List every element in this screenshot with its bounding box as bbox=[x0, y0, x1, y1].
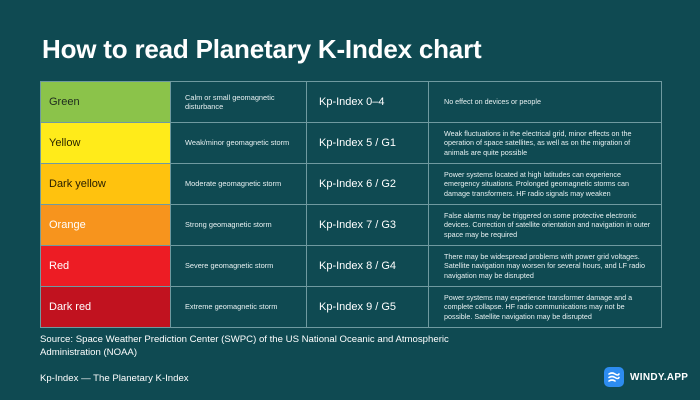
kp-index-cell: Kp-Index 9 / G5 bbox=[306, 286, 429, 328]
brand-name: WINDY.APP bbox=[630, 371, 689, 383]
color-swatch-cell: Red bbox=[40, 245, 171, 287]
effect-cell: There may be widespread problems with po… bbox=[428, 245, 662, 287]
page-title: How to read Planetary K-Index chart bbox=[42, 34, 482, 64]
kp-index-cell: Kp-Index 0–4 bbox=[306, 81, 429, 123]
storm-description-cell: Moderate geomagnetic storm bbox=[170, 163, 307, 205]
effect-cell: Weak fluctuations in the electrical grid… bbox=[428, 122, 662, 164]
color-swatch-cell: Green bbox=[40, 81, 171, 123]
kp-index-cell: Kp-Index 6 / G2 bbox=[306, 163, 429, 205]
footer-note: Kp-Index — The Planetary K-Index bbox=[40, 373, 189, 384]
brand: WINDY.APP bbox=[604, 367, 688, 387]
storm-description-cell: Calm or small geomagnetic disturbance bbox=[170, 81, 307, 123]
color-swatch-cell: Orange bbox=[40, 204, 171, 246]
kp-index-table: Green Calm or small geomagnetic disturban… bbox=[40, 81, 662, 328]
storm-description-cell: Weak/minor geomagnetic storm bbox=[170, 122, 307, 164]
table-row: Dark yellow Moderate geomagnetic storm Kp-… bbox=[40, 163, 662, 205]
table-row: Yellow Weak/minor geomagnetic storm Kp-Ind… bbox=[40, 122, 662, 164]
kp-index-cell: Kp-Index 5 / G1 bbox=[306, 122, 429, 164]
color-swatch-cell: Dark red bbox=[40, 286, 171, 328]
color-swatch-cell: Dark yellow bbox=[40, 163, 171, 205]
kp-index-cell: Kp-Index 8 / G4 bbox=[306, 245, 429, 287]
table-row: Green Calm or small geomagnetic disturban… bbox=[40, 81, 662, 123]
kp-table-body: Green Calm or small geomagnetic disturban… bbox=[40, 81, 662, 328]
effect-cell: Power systems may experience transformer… bbox=[428, 286, 662, 328]
effect-cell: False alarms may be triggered on some pr… bbox=[428, 204, 662, 246]
color-swatch-cell: Yellow bbox=[40, 122, 171, 164]
table-row: Dark red Extreme geomagnetic storm Kp-Inde… bbox=[40, 286, 662, 328]
effect-cell: Power systems located at high latitudes … bbox=[428, 163, 662, 205]
windy-logo-icon bbox=[604, 367, 624, 387]
kp-index-cell: Kp-Index 7 / G3 bbox=[306, 204, 429, 246]
storm-description-cell: Extreme geomagnetic storm bbox=[170, 286, 307, 328]
effect-cell: No effect on devices or people bbox=[428, 81, 662, 123]
storm-description-cell: Strong geomagnetic storm bbox=[170, 204, 307, 246]
table-row: Red Severe geomagnetic storm Kp-Index 8 / … bbox=[40, 245, 662, 287]
table-row: Orange Strong geomagnetic storm Kp-Index 7… bbox=[40, 204, 662, 246]
source-note: Source: Space Weather Prediction Center … bbox=[40, 334, 449, 358]
storm-description-cell: Severe geomagnetic storm bbox=[170, 245, 307, 287]
